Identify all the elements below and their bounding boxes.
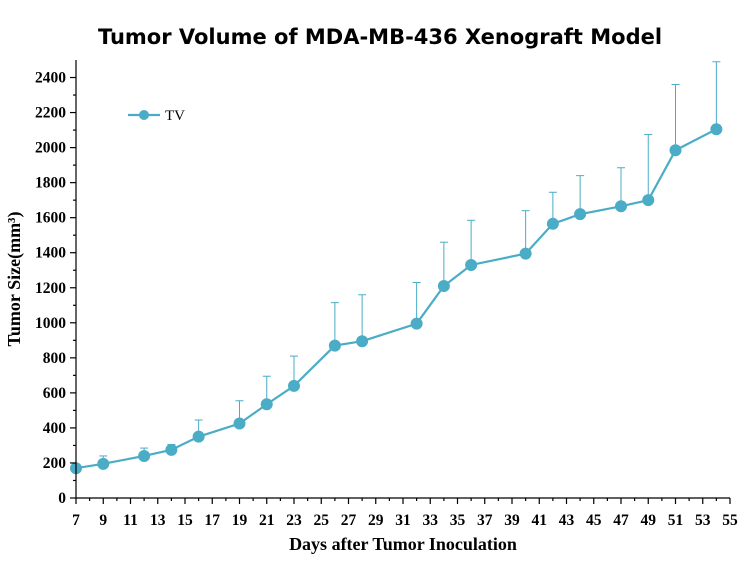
x-tick-label: 21 bbox=[259, 512, 275, 529]
x-tick-label: 7 bbox=[72, 512, 80, 529]
x-tick-label: 43 bbox=[559, 512, 575, 529]
data-point bbox=[710, 123, 723, 136]
data-point bbox=[356, 335, 369, 348]
x-tick-label: 39 bbox=[504, 512, 520, 529]
data-point bbox=[328, 339, 341, 352]
y-tick-label: 1000 bbox=[35, 315, 66, 332]
x-axis-title: Days after Tumor Inoculation bbox=[289, 534, 517, 554]
x-tick-label: 23 bbox=[286, 512, 302, 529]
data-point bbox=[642, 194, 655, 207]
y-tick-label: 1400 bbox=[35, 245, 66, 262]
x-tick-label: 37 bbox=[477, 512, 493, 529]
series-line-tv bbox=[75, 128, 717, 470]
y-tick-label: 1600 bbox=[35, 210, 66, 227]
data-point bbox=[97, 457, 110, 470]
data-point bbox=[574, 208, 587, 221]
x-tick-label: 55 bbox=[722, 512, 738, 529]
y-tick-label: 2400 bbox=[35, 70, 66, 87]
x-tick-label: 9 bbox=[99, 512, 107, 529]
data-points bbox=[70, 123, 723, 475]
data-point bbox=[437, 280, 450, 293]
y-tick-label: 400 bbox=[43, 420, 67, 437]
x-tick-label: 51 bbox=[668, 512, 684, 529]
legend-marker bbox=[139, 110, 149, 120]
y-tick-label: 2000 bbox=[35, 140, 66, 157]
y-axis-title: Tumor Size(mm³) bbox=[4, 212, 25, 347]
x-tick-label: 33 bbox=[423, 512, 439, 529]
x-tick-label: 45 bbox=[586, 512, 602, 529]
x-tick-label: 35 bbox=[450, 512, 466, 529]
y-axis-ticks: 0 200 400 600 800 1000 1200 1400 1600 1800 2000 220… bbox=[35, 70, 76, 507]
y-tick-label: 200 bbox=[43, 455, 67, 472]
plot-area bbox=[70, 61, 723, 475]
data-point bbox=[519, 247, 532, 260]
x-tick-label: 53 bbox=[695, 512, 711, 529]
x-tick-label: 17 bbox=[205, 512, 221, 529]
data-point bbox=[669, 144, 682, 157]
legend: TV bbox=[128, 108, 185, 124]
data-point bbox=[192, 430, 205, 443]
x-tick-label: 25 bbox=[314, 512, 330, 529]
x-tick-label: 13 bbox=[150, 512, 166, 529]
y-tick-label: 800 bbox=[43, 350, 67, 367]
data-point bbox=[615, 200, 627, 213]
chart-title: Tumor Volume of MDA-MB-436 Xenograft Mod… bbox=[98, 25, 662, 49]
x-tick-label: 49 bbox=[641, 512, 657, 529]
data-point bbox=[465, 258, 478, 271]
x-tick-label: 47 bbox=[613, 512, 629, 529]
data-point bbox=[138, 449, 151, 462]
x-tick-label: 15 bbox=[177, 512, 193, 529]
y-tick-label: 0 bbox=[58, 490, 66, 507]
x-tick-label: 27 bbox=[341, 512, 357, 529]
x-tick-label: 31 bbox=[395, 512, 411, 529]
x-tick-label: 19 bbox=[232, 512, 248, 529]
y-tick-label: 1800 bbox=[35, 175, 66, 192]
data-point bbox=[410, 317, 423, 330]
legend-label-tv: TV bbox=[165, 108, 185, 124]
data-point bbox=[546, 217, 559, 230]
y-tick-label: 1200 bbox=[35, 280, 66, 297]
y-tick-label: 2200 bbox=[35, 105, 66, 122]
x-axis-ticks: 7 9 11 13 15 17 19 21 23 25 27 29 31 33 35 37 39 41 43 45 47… bbox=[72, 498, 738, 529]
data-point bbox=[233, 417, 246, 430]
x-tick-label: 11 bbox=[123, 512, 138, 529]
data-point bbox=[260, 398, 273, 411]
x-tick-label: 41 bbox=[532, 512, 548, 529]
data-point bbox=[165, 443, 178, 456]
x-tick-label: 29 bbox=[368, 512, 384, 529]
error-bars bbox=[99, 61, 721, 464]
data-point bbox=[288, 379, 300, 392]
y-tick-label: 600 bbox=[43, 385, 67, 402]
